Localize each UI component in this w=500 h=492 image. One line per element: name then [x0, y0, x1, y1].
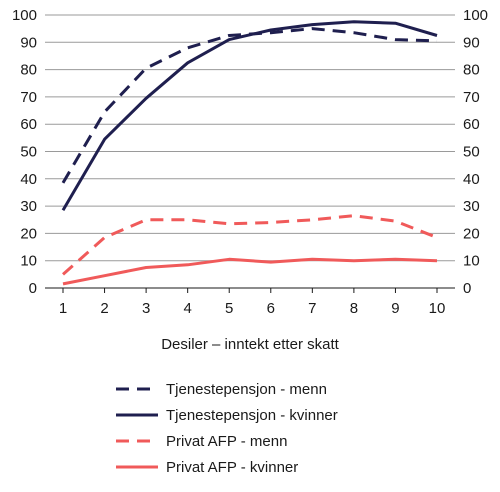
y-tick-label-right: 70 [463, 89, 480, 106]
axes [45, 287, 455, 293]
legend-label-1: Tjenestepensjon - kvinner [166, 407, 338, 424]
x-tick-label: 9 [391, 300, 399, 317]
y-tick-label-right: 80 [463, 62, 480, 79]
y-tick-label-left: 50 [20, 144, 37, 161]
legend-label-3: Privat AFP - kvinner [166, 459, 298, 476]
y-tick-label-right: 10 [463, 253, 480, 270]
series-line-0 [61, 27, 438, 184]
legend-label-2: Privat AFP - menn [166, 433, 287, 450]
y-tick-label-left: 40 [20, 171, 37, 188]
y-tick-label-left: 70 [20, 89, 37, 106]
y-tick-label-left: 20 [20, 225, 37, 242]
x-tick-label: 8 [350, 300, 358, 317]
legend: Tjenestepensjon - menn Tjenestepensjon - … [116, 381, 338, 476]
y-tick-label-left: 60 [20, 116, 37, 133]
y-tick-label-right: 0 [463, 280, 471, 297]
x-tick-label: 10 [429, 300, 446, 317]
x-tick-label: 1 [59, 300, 67, 317]
y-tick-labels-left: 0 10 20 30 40 50 60 70 80 90 100 [12, 7, 37, 297]
series-line-3 [62, 257, 438, 286]
series-line-1 [61, 20, 438, 211]
y-tick-label-left: 100 [12, 7, 37, 24]
y-tick-label-left: 80 [20, 62, 37, 79]
x-tick-label: 4 [183, 300, 191, 317]
legend-label-0: Tjenestepensjon - menn [166, 381, 327, 398]
y-tick-label-left: 10 [20, 253, 37, 270]
y-tick-label-right: 20 [463, 225, 480, 242]
x-axis-label: Desiler – inntekt etter skatt [161, 336, 339, 353]
x-tick-label: 6 [267, 300, 275, 317]
x-tick-labels: 1 2 3 4 5 6 7 8 9 10 [59, 300, 446, 317]
y-tick-label-right: 40 [463, 171, 480, 188]
y-tick-label-left: 90 [20, 34, 37, 51]
y-tick-label-right: 60 [463, 116, 480, 133]
series-line-2 [62, 214, 438, 276]
x-tick-label: 2 [100, 300, 108, 317]
series-lines [61, 20, 438, 286]
y-tick-label-right: 100 [463, 7, 488, 24]
y-tick-label-left: 30 [20, 198, 37, 215]
y-tick-label-right: 90 [463, 34, 480, 51]
y-tick-label-left: 0 [29, 280, 37, 297]
y-tick-labels-right: 0 10 20 30 40 50 60 70 80 90 100 [463, 7, 488, 297]
x-tick-label: 5 [225, 300, 233, 317]
y-tick-label-right: 50 [463, 144, 480, 161]
x-tick-label: 3 [142, 300, 150, 317]
y-tick-label-right: 30 [463, 198, 480, 215]
x-tick-label: 7 [308, 300, 316, 317]
